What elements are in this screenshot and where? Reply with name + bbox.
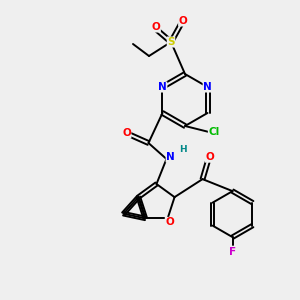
Text: N: N <box>158 82 167 92</box>
Text: O: O <box>205 152 214 162</box>
Text: H: H <box>179 145 186 154</box>
Text: Cl: Cl <box>208 127 220 137</box>
Text: F: F <box>229 247 236 257</box>
Text: N: N <box>203 82 212 92</box>
Text: N: N <box>166 152 175 162</box>
Text: O: O <box>122 128 131 138</box>
Text: O: O <box>178 16 188 26</box>
Text: O: O <box>152 22 160 32</box>
Text: O: O <box>165 218 174 227</box>
Text: S: S <box>167 37 175 47</box>
